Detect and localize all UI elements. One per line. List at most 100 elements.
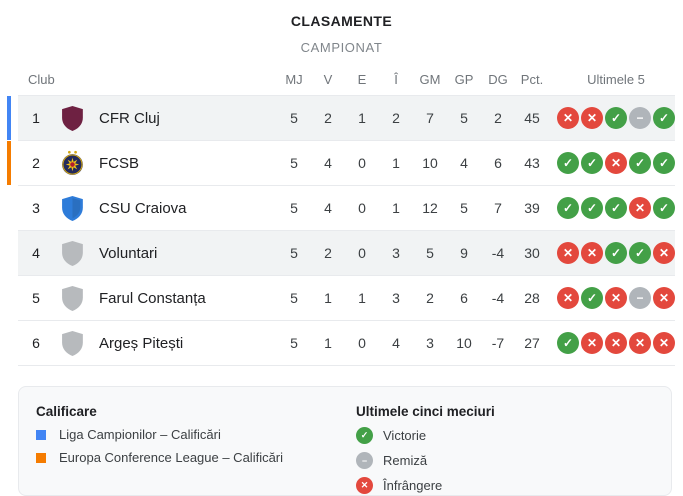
match-result-icon: ✓ bbox=[653, 152, 675, 174]
champions-league-swatch-icon bbox=[36, 429, 46, 440]
stat-cell: 0 bbox=[358, 155, 366, 171]
stat-cell: 43 bbox=[524, 155, 540, 171]
stat-cell: 27 bbox=[524, 335, 540, 351]
team-name: CSU Craiova bbox=[99, 199, 187, 217]
table-row[interactable]: 5 Farul Constanța 5 1 1 3 2 6 -4 28 ✕ ✓ … bbox=[18, 276, 675, 321]
conference-league-swatch-icon bbox=[36, 452, 46, 463]
qualification-legend-heading: Calificare bbox=[36, 404, 97, 419]
stat-cell: -4 bbox=[491, 290, 505, 306]
stat-cell: 5 bbox=[290, 290, 298, 306]
stat-cell: 1 bbox=[358, 290, 366, 306]
stat-cell: 5 bbox=[290, 110, 298, 126]
stat-cell: 7 bbox=[494, 200, 502, 216]
match-result-icon: ✕ bbox=[557, 287, 579, 309]
match-result-icon: ✓ bbox=[653, 107, 675, 129]
cfr-cluj-crest-icon bbox=[54, 105, 90, 132]
last5-results: ✕ ✕ ✓ − ✓ bbox=[557, 107, 675, 129]
match-result-icon: ✕ bbox=[653, 332, 675, 354]
legend-label: Înfrângere bbox=[383, 478, 443, 493]
generic-crest-icon bbox=[54, 330, 90, 357]
column-header-dg: DG bbox=[488, 72, 508, 87]
team-name: Farul Constanța bbox=[99, 289, 206, 307]
stat-cell: -7 bbox=[491, 335, 505, 351]
stat-cell: 10 bbox=[422, 155, 438, 171]
legend-label: Liga Campionilor – Calificări bbox=[59, 427, 221, 442]
last5-results: ✓ ✓ ✓ ✕ ✓ bbox=[557, 197, 675, 219]
page-title: CLASAMENTE bbox=[290, 13, 393, 29]
match-result-icon: ✕ bbox=[581, 332, 603, 354]
match-result-icon: ✓ bbox=[557, 197, 579, 219]
legend-item: ✓ Victorie bbox=[356, 427, 671, 444]
stat-cell: 0 bbox=[358, 245, 366, 261]
match-result-icon: − bbox=[629, 107, 651, 129]
team-name: Voluntari bbox=[99, 244, 158, 262]
page-subtitle: CAMPIONAT bbox=[300, 40, 383, 55]
match-result-icon: ✕ bbox=[557, 107, 579, 129]
stat-cell: 28 bbox=[524, 290, 540, 306]
match-result-icon: ✓ bbox=[653, 197, 675, 219]
stat-cell: 6 bbox=[460, 290, 468, 306]
match-result-icon: ✕ bbox=[581, 107, 603, 129]
stat-cell: 10 bbox=[456, 335, 472, 351]
qualification-legend: Calificare Liga Campionilor – Calificări… bbox=[36, 404, 356, 473]
rank: 3 bbox=[32, 200, 40, 216]
stat-cell: 4 bbox=[392, 335, 400, 351]
generic-crest-icon bbox=[54, 240, 90, 267]
table-row[interactable]: 2 FCSB 5 4 0 1 10 4 6 43 ✓ ✓ ✕ ✓ ✓ bbox=[7, 141, 675, 186]
rank: 5 bbox=[32, 290, 40, 306]
stat-cell: 7 bbox=[426, 110, 434, 126]
legend-item: ✕ Înfrângere bbox=[356, 477, 671, 494]
legend-item: Europa Conference League – Calificări bbox=[36, 450, 356, 465]
legend-item: − Remiză bbox=[356, 452, 671, 469]
stat-cell: 12 bbox=[422, 200, 438, 216]
column-header-club: Club bbox=[28, 72, 55, 87]
match-result-icon: ✕ bbox=[629, 332, 651, 354]
match-result-icon: − bbox=[629, 287, 651, 309]
match-result-icon: ✕ bbox=[629, 197, 651, 219]
stat-cell: 5 bbox=[290, 245, 298, 261]
column-header-e: E bbox=[357, 72, 367, 87]
match-result-icon: ✓ bbox=[605, 197, 627, 219]
stat-cell: 45 bbox=[524, 110, 540, 126]
column-header-last5: Ultimele 5 bbox=[587, 72, 645, 87]
rank: 1 bbox=[32, 110, 40, 126]
conference-league-qualification-bar bbox=[7, 141, 11, 185]
column-header-v: V bbox=[323, 72, 333, 87]
stat-cell: 6 bbox=[494, 155, 502, 171]
match-result-icon: ✓ bbox=[557, 152, 579, 174]
table-row[interactable]: 1 CFR Cluj 5 2 1 2 7 5 2 45 ✕ ✕ ✓ − ✓ bbox=[7, 96, 675, 141]
match-result-icon: ✓ bbox=[605, 242, 627, 264]
team-name: Argeș Pitești bbox=[99, 334, 184, 352]
stat-cell: 4 bbox=[324, 155, 332, 171]
table-row[interactable]: 6 Argeș Pitești 5 1 0 4 3 10 -7 27 ✓ ✕ ✕… bbox=[18, 321, 675, 366]
table-row[interactable]: 4 Voluntari 5 2 0 3 5 9 -4 30 ✕ ✕ ✓ ✓ ✕ bbox=[18, 231, 675, 276]
last5-results: ✓ ✓ ✕ ✓ ✓ bbox=[557, 152, 675, 174]
stat-cell: 1 bbox=[392, 155, 400, 171]
last5-legend: Ultimele cinci meciuri ✓ Victorie − Remi… bbox=[356, 404, 671, 494]
stat-cell: 5 bbox=[290, 335, 298, 351]
team-name: CFR Cluj bbox=[99, 109, 160, 127]
stat-cell: 1 bbox=[392, 200, 400, 216]
match-result-icon: ✕ bbox=[605, 287, 627, 309]
last5-results: ✕ ✓ ✕ − ✕ bbox=[557, 287, 675, 309]
stat-cell: 0 bbox=[358, 335, 366, 351]
stat-cell: 2 bbox=[324, 110, 332, 126]
stat-cell: 3 bbox=[392, 245, 400, 261]
match-result-icon: ✓ bbox=[557, 332, 579, 354]
match-result-icon: ✕ bbox=[581, 242, 603, 264]
match-result-icon: ✕ bbox=[605, 152, 627, 174]
column-header-i: Î bbox=[394, 72, 398, 87]
legend-label: Europa Conference League – Calificări bbox=[59, 450, 284, 465]
last5-results: ✕ ✕ ✓ ✓ ✕ bbox=[557, 242, 675, 264]
stat-cell: 3 bbox=[392, 290, 400, 306]
last5-legend-heading: Ultimele cinci meciuri bbox=[356, 404, 495, 419]
table-row[interactable]: 3 CSU Craiova 5 4 0 1 12 5 7 39 ✓ ✓ ✓ ✕ … bbox=[18, 186, 675, 231]
stat-cell: 2 bbox=[426, 290, 434, 306]
legend-panel: Calificare Liga Campionilor – Calificări… bbox=[18, 386, 672, 496]
generic-crest-icon bbox=[54, 285, 90, 312]
stat-cell: 30 bbox=[524, 245, 540, 261]
stat-cell: 2 bbox=[392, 110, 400, 126]
stat-cell: 1 bbox=[324, 290, 332, 306]
fcsb-crest-icon bbox=[54, 150, 90, 177]
stat-cell: 0 bbox=[358, 200, 366, 216]
